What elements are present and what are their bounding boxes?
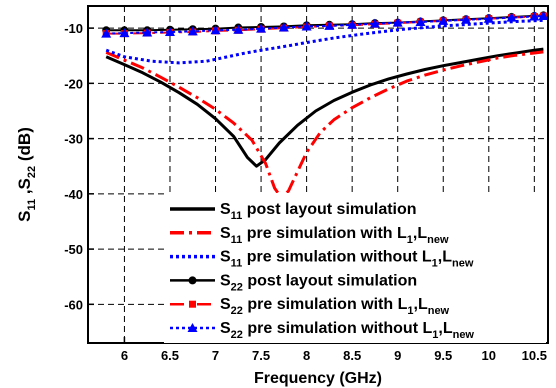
- legend-label: S11 pre simulation with L1,Lnew: [220, 225, 449, 246]
- series-2: [105, 18, 544, 65]
- series-1: [105, 50, 544, 199]
- data-point: [324, 20, 335, 30]
- legend-label: S22 post layout simulation: [220, 272, 417, 293]
- x-tick-label: 9: [394, 348, 401, 363]
- x-tick-label: 6: [121, 348, 128, 363]
- y-tick-label: -10: [64, 21, 83, 36]
- legend-box: [164, 193, 546, 343]
- data-point: [142, 27, 153, 37]
- data-point: [278, 22, 289, 32]
- data-point: [164, 26, 175, 36]
- data-point: [119, 28, 130, 38]
- data-point: [538, 10, 549, 20]
- data-point: [210, 25, 221, 35]
- legend-label: S11 pre simulation without L1,Lnew: [220, 249, 474, 270]
- legend: S11 post layout simulation S11 pre simula…: [164, 193, 546, 343]
- y-label-unit: (dB): [15, 127, 34, 166]
- y-label-sep: ,: [15, 189, 34, 198]
- y-label-s1: S: [15, 211, 34, 222]
- x-tick-label: 9.5: [434, 348, 452, 363]
- data-point: [369, 18, 380, 28]
- legend-label: S11 post layout simulation: [220, 201, 417, 222]
- data-point: [461, 14, 472, 24]
- legend-item: S11 post layout simulation: [170, 201, 417, 222]
- x-tick-label: 8.5: [343, 348, 361, 363]
- data-point: [188, 276, 197, 285]
- data-point: [347, 19, 358, 29]
- data-point: [506, 12, 517, 22]
- data-point: [189, 300, 196, 308]
- legend-item: S22 post layout simulation: [170, 272, 417, 293]
- x-tick-label: 10: [482, 348, 496, 363]
- series-line: [105, 18, 544, 65]
- data-point: [415, 17, 426, 27]
- x-tick-label: 10.5: [522, 348, 547, 363]
- data-point: [101, 28, 112, 38]
- x-tick-label: 7: [212, 348, 219, 363]
- y-label-sub2: 22: [26, 166, 38, 178]
- legend-item: S22 pre simulation without L1,Lnew: [170, 320, 474, 341]
- y-label-sub1: 11: [26, 199, 38, 211]
- legend-item: S11 pre simulation with L1,Lnew: [170, 225, 449, 246]
- legend-label: S22 pre simulation with L1,Lnew: [220, 296, 450, 317]
- series-layer: [101, 10, 549, 199]
- data-point: [256, 23, 267, 33]
- x-axis-label: Frequency (GHz): [254, 370, 382, 387]
- y-tick-label: -50: [64, 242, 83, 257]
- series-line: [105, 47, 544, 168]
- data-point: [187, 323, 198, 332]
- y-tick-label: -20: [64, 76, 83, 91]
- x-tick-label: 8: [303, 348, 310, 363]
- data-point: [187, 26, 198, 36]
- y-tick-label: -60: [64, 297, 83, 312]
- series-line: [105, 50, 544, 199]
- y-tick-label: -40: [64, 187, 83, 202]
- data-point: [483, 13, 494, 23]
- data-point: [233, 24, 244, 34]
- data-point: [529, 11, 540, 21]
- x-tick-label: 7.5: [252, 348, 270, 363]
- y-axis: -10 -20 -30 -40 -50 -60: [64, 21, 94, 312]
- legend-label: S22 pre simulation without L1,Lnew: [220, 320, 474, 341]
- data-point: [438, 15, 449, 25]
- data-point: [392, 17, 403, 27]
- data-point: [301, 21, 312, 31]
- y-label-s2: S: [15, 178, 34, 189]
- legend-item: S11 pre simulation without L1,Lnew: [170, 249, 474, 270]
- series-5: [101, 10, 549, 38]
- x-tick-label: 6.5: [161, 348, 179, 363]
- series-0: [105, 47, 544, 168]
- y-axis-label: S11 ,S22 (dB): [15, 127, 38, 222]
- y-tick-label: -30: [64, 132, 83, 147]
- legend-item: S22 pre simulation with L1,Lnew: [170, 296, 450, 317]
